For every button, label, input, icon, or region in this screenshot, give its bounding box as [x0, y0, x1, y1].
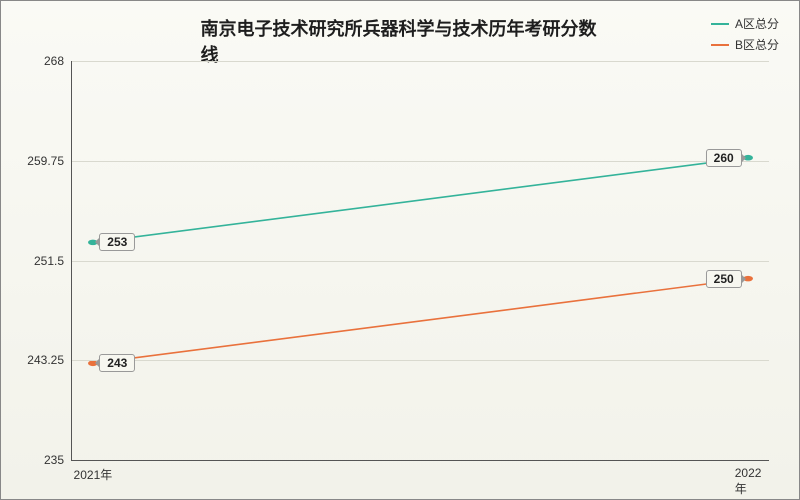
point-label-b: 243	[99, 354, 135, 372]
y-tick-label: 243.25	[27, 353, 72, 367]
gridline	[72, 261, 769, 262]
gridline	[72, 161, 769, 162]
legend-item-a: A区总分	[711, 15, 779, 32]
legend-swatch-b	[711, 44, 729, 46]
point-label-b: 250	[706, 270, 742, 288]
chart-title: 南京电子技术研究所兵器科学与技术历年考研分数线	[201, 15, 600, 67]
legend-item-b: B区总分	[711, 36, 779, 53]
plot-area: 235243.25251.5259.752682021年2022年2532602…	[71, 61, 769, 461]
point-label-a: 253	[99, 233, 135, 251]
x-tick-label: 2021年	[74, 460, 113, 483]
series-line-b	[93, 279, 748, 364]
y-tick-label: 259.75	[27, 154, 72, 168]
gridline	[72, 360, 769, 361]
point-label-a: 260	[706, 149, 742, 167]
legend: A区总分 B区总分	[711, 15, 779, 57]
gridline	[72, 61, 769, 62]
legend-label-a: A区总分	[735, 15, 779, 32]
x-tick-label: 2022年	[735, 460, 762, 497]
y-tick-label: 268	[44, 54, 72, 68]
legend-swatch-a	[711, 23, 729, 25]
y-tick-label: 235	[44, 453, 72, 467]
legend-label-b: B区总分	[735, 36, 779, 53]
y-tick-label: 251.5	[34, 254, 72, 268]
chart-container: 南京电子技术研究所兵器科学与技术历年考研分数线 A区总分 B区总分 235 243…	[0, 0, 800, 500]
series-line-a	[93, 158, 748, 243]
